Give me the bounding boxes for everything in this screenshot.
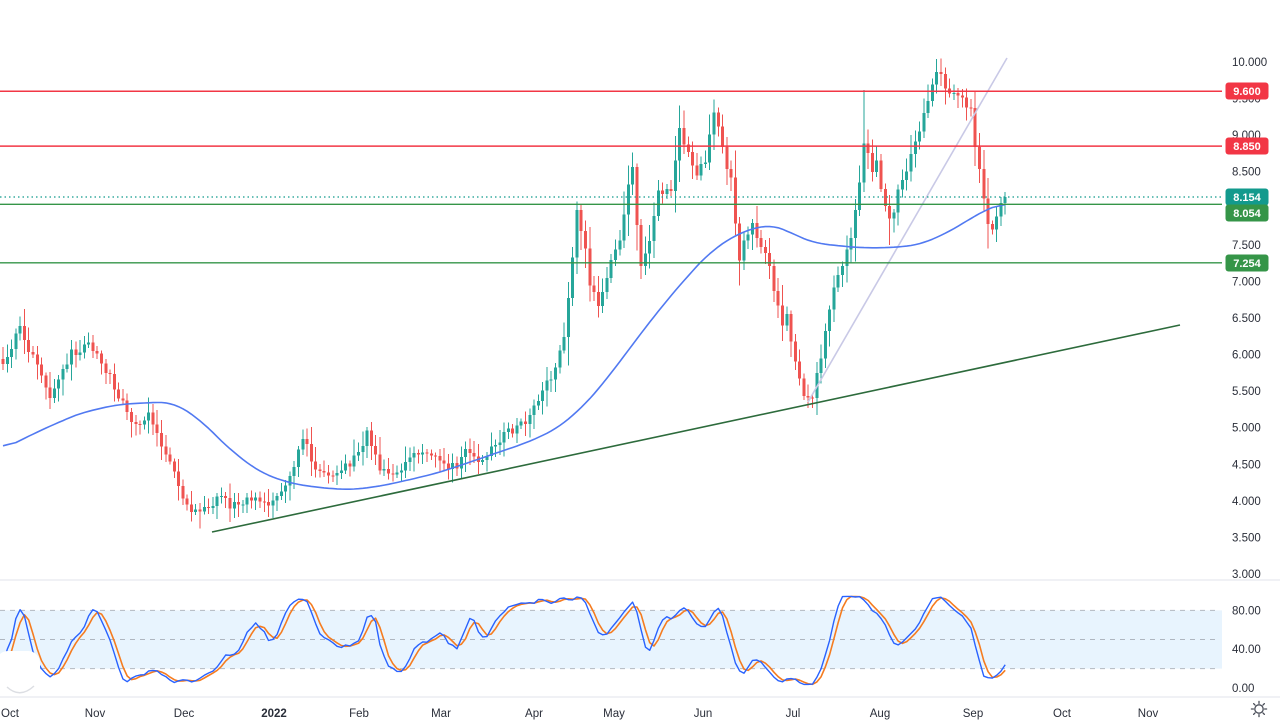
price-tick-4.500: 4.500 <box>1232 459 1261 471</box>
time-label-May[interactable]: May <box>603 708 625 720</box>
svg-text:7.254: 7.254 <box>1233 258 1261 270</box>
long-support-trendline[interactable] <box>211 324 1181 533</box>
time-label-Nov[interactable]: Nov <box>85 708 106 720</box>
price-tick-3.000: 3.000 <box>1232 569 1261 581</box>
time-label-Mar[interactable]: Mar <box>431 708 451 720</box>
price-level-label-8.054: 8.054 <box>1225 204 1269 222</box>
price-tick-5.000: 5.000 <box>1232 423 1261 435</box>
price-tick-5.500: 5.500 <box>1232 386 1261 398</box>
time-label-Jun[interactable]: Jun <box>694 708 713 720</box>
candles-layer <box>1 58 1007 529</box>
price-level-label-8.850: 8.850 <box>1225 137 1269 155</box>
price-tick-3.500: 3.500 <box>1232 532 1261 544</box>
price-level-label-9.600: 9.600 <box>1225 82 1269 100</box>
price-levels-layer[interactable] <box>0 90 1222 264</box>
time-label-Oct[interactable]: Oct <box>1053 708 1072 720</box>
stoch-tick-80.00: 80.00 <box>1232 605 1261 617</box>
svg-text:9.600: 9.600 <box>1233 86 1261 98</box>
time-label-Feb[interactable]: Feb <box>349 708 369 720</box>
svg-text:8.850: 8.850 <box>1233 141 1261 153</box>
price-tick-4.000: 4.000 <box>1232 496 1261 508</box>
time-label-Jul[interactable]: Jul <box>786 708 801 720</box>
stoch-tick-40.00: 40.00 <box>1232 644 1261 656</box>
price-scale[interactable]: 10.0009.5009.0008.5008.0007.5007.0006.50… <box>1225 57 1269 695</box>
time-label-Aug[interactable]: Aug <box>870 708 890 720</box>
price-tick-6.500: 6.500 <box>1232 313 1261 325</box>
stochastic-d-line[interactable] <box>2 595 1006 686</box>
time-label-Nov[interactable]: Nov <box>1138 708 1159 720</box>
stochastic-k-line[interactable] <box>2 595 1006 686</box>
price-tick-7.500: 7.500 <box>1232 240 1261 252</box>
svg-text:8.054: 8.054 <box>1233 208 1261 220</box>
price-level-label-7.254: 7.254 <box>1225 254 1269 272</box>
watermark-logo <box>0 651 40 697</box>
time-label-Apr[interactable]: Apr <box>525 708 543 720</box>
price-level-label-8.154: 8.154 <box>1225 188 1269 206</box>
steep-rally-trendline[interactable] <box>807 57 1008 403</box>
time-label-Dec[interactable]: Dec <box>174 708 195 720</box>
trendlines-layer[interactable] <box>211 57 1181 533</box>
stochastic-lines[interactable] <box>2 595 1006 686</box>
stochastic-level-lines <box>0 609 1218 670</box>
price-tick-6.000: 6.000 <box>1232 350 1261 362</box>
time-label-Sep[interactable]: Sep <box>963 708 983 720</box>
time-scale[interactable]: Oct Nov Dec 2022 Feb Mar Apr May Jun Jul Aug Sep Oct… <box>1 708 1158 720</box>
stoch-tick-0.00: 0.00 <box>1232 683 1254 695</box>
pane-dividers <box>0 579 1280 698</box>
price-tick-7.000: 7.000 <box>1232 276 1261 288</box>
price-tick-10.000: 10.000 <box>1232 57 1267 69</box>
time-label-2022[interactable]: 2022 <box>261 708 287 720</box>
moving-average-line[interactable] <box>2 203 1006 490</box>
settings-icon[interactable] <box>1250 700 1268 718</box>
price-tick-8.500: 8.500 <box>1232 167 1261 179</box>
time-label-Oct[interactable]: Oct <box>1 708 20 720</box>
svg-text:8.154: 8.154 <box>1233 192 1261 204</box>
